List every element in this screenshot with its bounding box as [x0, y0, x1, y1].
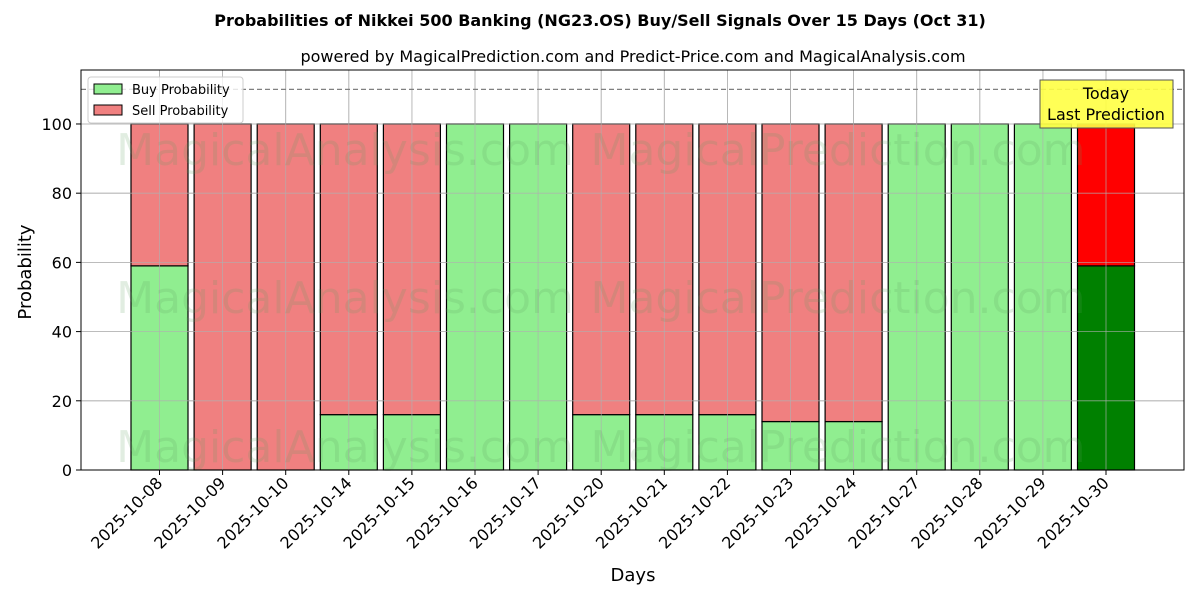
annotation-line1: Today: [1082, 84, 1129, 103]
legend-label: Sell Probability: [132, 104, 229, 119]
y-axis-label: Probability: [15, 224, 36, 319]
y-tick-label: 100: [41, 115, 72, 134]
watermark: MagicalAnalysis.com: [116, 422, 574, 473]
watermark: MagicalPrediction.com: [591, 273, 1086, 324]
annotation-line2: Last Prediction: [1047, 105, 1165, 124]
chart-title: Probabilities of Nikkei 500 Banking (NG2…: [214, 11, 986, 30]
legend-swatch: [93, 83, 123, 95]
annotation-box: [1039, 79, 1174, 129]
legend-box: [87, 76, 244, 124]
x-axis-label: Days: [611, 565, 656, 586]
y-tick-label: 40: [52, 323, 72, 342]
watermark: MagicalPrediction.com: [591, 125, 1086, 176]
chart-subtitle: powered by MagicalPrediction.com and Pre…: [300, 47, 965, 66]
watermark: MagicalAnalysis.com: [116, 273, 574, 324]
legend: Buy Probability Sell Probability: [87, 76, 244, 124]
y-tick-label: 0: [62, 461, 72, 480]
plot-area: MagicalAnalysis.com MagicalPrediction.com…: [41, 69, 1185, 553]
axes-frame: [80, 69, 1185, 471]
legend-swatch: [93, 104, 123, 116]
y-tick-label: 80: [52, 184, 72, 203]
y-tick-label: 60: [52, 253, 72, 272]
watermark: MagicalAnalysis.com: [116, 125, 574, 176]
y-tick-label: 20: [52, 392, 72, 411]
watermark: MagicalPrediction.com: [591, 422, 1086, 473]
legend-label: Buy Probability: [132, 83, 230, 98]
today-annotation: Today Last Prediction: [1039, 79, 1174, 129]
